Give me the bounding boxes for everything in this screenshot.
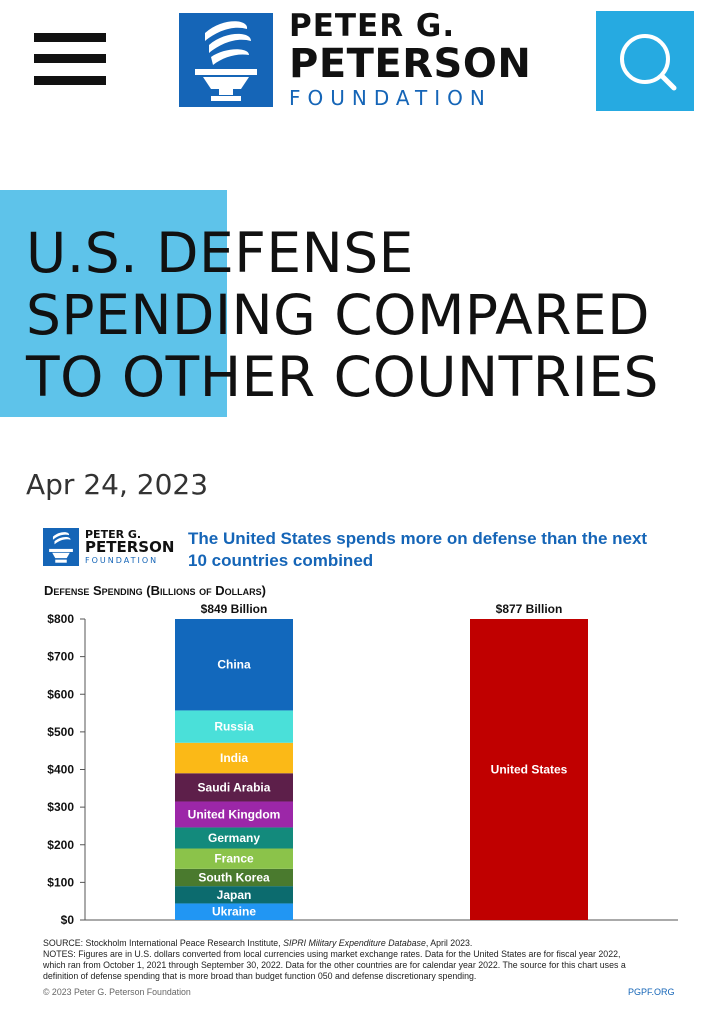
notes-line-2: which ran from October 1, 2021 through S…	[43, 960, 626, 970]
bar-segment	[175, 619, 293, 711]
y-tick-label: $800	[47, 612, 74, 626]
menu-button[interactable]	[34, 33, 106, 85]
y-tick-label: $700	[47, 650, 74, 664]
y-tick-label: $500	[47, 725, 74, 739]
title-line-1: U.S. DEFENSE	[26, 221, 414, 285]
y-tick-label: $300	[47, 800, 74, 814]
chart-notes: SOURCE: Stockholm International Peace Re…	[43, 938, 683, 982]
bar-segment-label: Japan	[217, 888, 252, 902]
logo-line3: FOUNDATION	[289, 86, 492, 110]
chart-headline: The United States spends more on defense…	[188, 528, 668, 572]
y-tick-label: $400	[47, 763, 74, 777]
chart-subtitle: Defense Spending (Billions of Dollars)	[44, 583, 266, 598]
bar-segment-label: Ukraine	[212, 905, 256, 919]
logo-line2: PETERSON	[289, 41, 532, 87]
site-logo[interactable]: PETER G. PETERSON FOUNDATION	[179, 11, 531, 110]
bar-segment-label: China	[217, 658, 251, 672]
y-tick-label: $100	[47, 875, 74, 889]
hamburger-menu-icon	[34, 33, 106, 42]
y-tick-label: $600	[47, 687, 74, 701]
bar-segment-label: Russia	[214, 720, 254, 734]
bar-segment-label: United States	[491, 763, 568, 777]
bar-segment-label: Germany	[208, 831, 260, 845]
title-line-2: SPENDING COMPARED	[26, 283, 651, 347]
notes-line-3: definition of defense spending that is m…	[43, 971, 477, 981]
bar-segment	[175, 827, 293, 849]
y-tick-label: $0	[61, 913, 75, 927]
publish-date: Apr 24, 2023	[26, 468, 209, 501]
bar-segment-label: India	[220, 751, 248, 765]
bar-total-label: $877 Billion	[496, 602, 563, 616]
chart-logo-line1: PETER G.	[85, 528, 142, 541]
bar-segment	[470, 619, 588, 920]
bar-segment-label: South Korea	[198, 870, 270, 884]
site-link[interactable]: PGPF.ORG	[628, 987, 675, 997]
bar-segment	[175, 710, 293, 743]
bar-segment-label: France	[214, 852, 254, 866]
bar-segment-label: United Kingdom	[188, 807, 281, 821]
bar-segment	[175, 868, 293, 887]
bar-segment	[175, 903, 293, 920]
bar-segment-label: Saudi Arabia	[198, 780, 271, 794]
bar-segment	[175, 801, 293, 828]
title-line-3: TO OTHER COUNTRIES	[26, 345, 659, 409]
page-title: U.S. DEFENSE SPENDING COMPARED TO OTHER …	[26, 222, 706, 408]
chart-logo-line3: FOUNDATION	[85, 555, 159, 565]
bar-segment	[175, 742, 293, 774]
bar-segment	[175, 773, 293, 802]
bar-segment	[175, 886, 293, 904]
bar-total-label: $849 Billion	[201, 602, 268, 616]
title-accent-block	[0, 190, 227, 417]
search-icon	[620, 34, 677, 91]
chart-headline-line2: 10 countries combined	[188, 551, 374, 570]
y-tick-label: $200	[47, 838, 74, 852]
chart-logo-line2: PETERSON	[85, 538, 175, 556]
chart-torch-icon	[43, 528, 79, 566]
chart-headline-line1: The United States spends more on defense…	[188, 529, 648, 548]
defense-spending-chart: $0 $100 $200 $300 $400 $500 $600 $700 $800 Ukrain…	[47, 602, 678, 927]
source-line: SOURCE: Stockholm International Peace Re…	[43, 938, 473, 948]
copyright: © 2023 Peter G. Peterson Foundation	[43, 987, 191, 997]
chart-logo: PETER G. PETERSON FOUNDATION	[43, 528, 175, 568]
torch-icon	[179, 13, 273, 107]
notes-line-1: NOTES: Figures are in U.S. dollars conve…	[43, 949, 621, 959]
bar-segment	[175, 848, 293, 869]
logo-line1: PETER G.	[289, 8, 456, 44]
search-button[interactable]	[596, 11, 694, 111]
